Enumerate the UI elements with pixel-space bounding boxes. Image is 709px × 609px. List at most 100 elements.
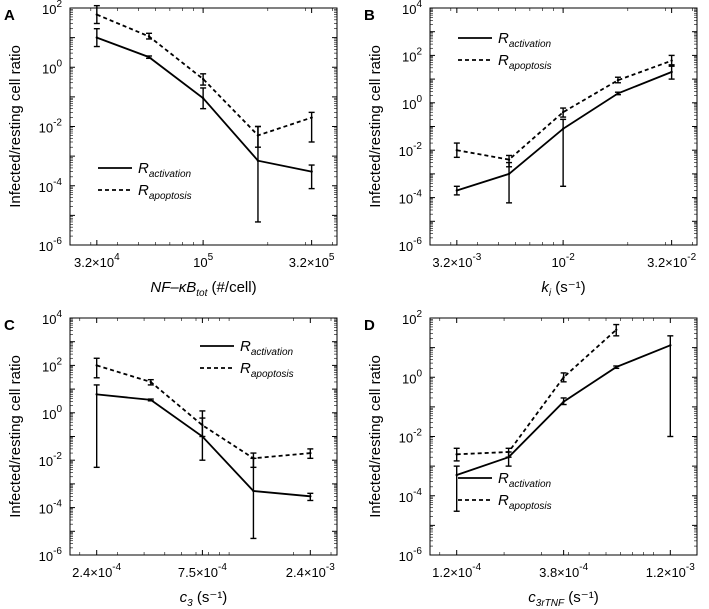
data-point — [615, 328, 618, 331]
y-tick-label: 102 — [402, 46, 422, 64]
x-tick-label: 2.4×10-3 — [286, 562, 335, 580]
error-bar — [250, 452, 257, 469]
data-point — [149, 398, 152, 402]
y-tick-label: 100 — [402, 368, 422, 386]
y-axis-label: Infected/resting cell ratio — [7, 355, 24, 518]
y-tick-label: 10-2 — [399, 141, 423, 159]
data-point — [149, 380, 152, 384]
data-point — [455, 453, 458, 456]
error-bar — [560, 397, 567, 406]
x-axis-label: ki (s⁻¹) — [541, 279, 585, 299]
error-bar — [308, 164, 315, 190]
data-point — [507, 172, 511, 176]
y-tick-label: 10-4 — [399, 487, 423, 505]
series-line — [96, 364, 311, 460]
error-bar — [254, 125, 261, 148]
series-line — [456, 329, 617, 456]
x-axis-label: c3rTNF (s⁻¹) — [528, 589, 598, 609]
legend-label-apoptosis: Rapoptosis — [498, 492, 552, 512]
y-tick-label: 100 — [402, 94, 422, 112]
error-bar — [560, 372, 567, 383]
data-point — [310, 170, 313, 173]
x-tick-label: 2.4×10-4 — [72, 562, 121, 580]
x-tick-label: 105 — [193, 252, 213, 270]
error-bar — [146, 32, 153, 40]
legend-label-activation: Ractivation — [240, 338, 294, 358]
error-bar — [250, 457, 257, 540]
data-point — [147, 35, 151, 38]
error-bar — [147, 398, 154, 402]
error-bar — [668, 54, 675, 67]
error-bar — [453, 142, 460, 159]
legend-label-apoptosis: Rapoptosis — [240, 360, 294, 380]
error-bar — [614, 76, 621, 84]
x-tick-label: 3.2×104 — [74, 252, 120, 270]
panel-letter: C — [4, 317, 15, 334]
data-point — [256, 134, 260, 137]
y-tick-label: 102 — [42, 0, 62, 17]
data-point — [256, 159, 260, 162]
x-tick-label: 3.2×10-2 — [647, 252, 696, 270]
error-bar — [506, 154, 513, 168]
data-point — [616, 78, 620, 82]
error-bar — [147, 378, 154, 386]
data-point — [455, 149, 459, 152]
panel-a: 10-6 10-4 10-2 100 102 3.2×104 105 3.2×105 NF–κB… — [4, 0, 338, 299]
x-tick-label: 7.5×10-4 — [178, 562, 227, 580]
data-point — [201, 97, 205, 100]
data-point — [455, 189, 459, 192]
data-point — [455, 473, 458, 477]
error-bar — [560, 118, 567, 187]
series-line — [96, 13, 312, 137]
y-tick-label: 104 — [42, 309, 62, 327]
x-axis-label: NF–κBtot (#/cell) — [150, 279, 256, 299]
data-point — [252, 457, 255, 460]
y-tick-label: 100 — [42, 404, 62, 422]
x-tick-label: 1.2×10-4 — [432, 562, 481, 580]
y-tick-label: 10-4 — [399, 189, 423, 207]
data-point — [507, 158, 511, 161]
series-apoptosis — [453, 323, 620, 462]
data-point — [309, 495, 312, 498]
error-bar — [613, 323, 620, 337]
data-point — [561, 127, 565, 130]
y-tick-label: 10-6 — [39, 236, 63, 254]
panel-letter: B — [364, 7, 375, 24]
data-point — [95, 13, 99, 16]
series-activation — [453, 335, 674, 512]
error-bar — [453, 465, 460, 512]
y-tick-label: 100 — [42, 58, 62, 76]
x-tick-label: 1.2×10-3 — [646, 562, 695, 580]
error-bar — [667, 335, 674, 438]
legend-label-activation: Ractivation — [498, 30, 552, 50]
error-bar — [614, 91, 621, 96]
data-point — [147, 55, 151, 59]
y-tick-label: 104 — [402, 0, 422, 17]
panel-letter: D — [364, 317, 375, 334]
data-point — [201, 77, 205, 81]
data-point — [252, 489, 255, 493]
y-tick-label: 10-2 — [39, 451, 63, 469]
data-point — [95, 36, 99, 39]
y-tick-label: 10-6 — [39, 546, 63, 564]
data-point — [562, 376, 565, 379]
x-axis-label: c3 (s⁻¹) — [180, 589, 228, 609]
y-tick-label: 102 — [402, 309, 422, 327]
data-point — [561, 111, 565, 114]
panel-c: 10-6 10-4 10-2 100 102 104 2.4×10-4 7.5×10-4 2.4… — [4, 309, 338, 609]
series-apoptosis — [93, 357, 314, 469]
panel-b: 10-6 10-4 10-2 100 102 104 3.2×10-3 10-2 3.2×10-… — [364, 0, 698, 299]
error-bar — [93, 384, 100, 469]
error-bar — [200, 87, 207, 110]
legend-label-activation: Ractivation — [498, 470, 552, 490]
y-tick-label: 10-4 — [39, 499, 63, 517]
legend-label-apoptosis: Rapoptosis — [498, 52, 552, 72]
y-tick-label: 10-2 — [399, 428, 423, 446]
data-point — [309, 451, 312, 455]
data-point — [670, 59, 673, 62]
error-bar — [505, 447, 512, 458]
